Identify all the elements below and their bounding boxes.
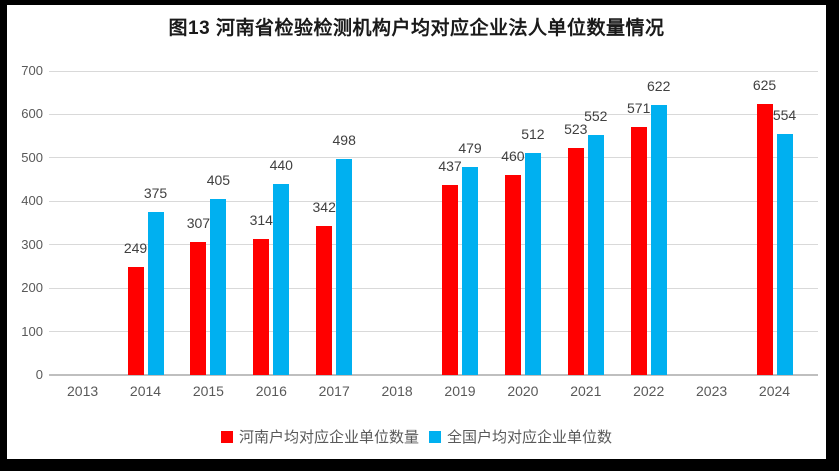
bar-henan xyxy=(504,175,521,375)
legend-item-henan: 河南户均对应企业单位数量 xyxy=(220,426,419,447)
data-label: 249 xyxy=(123,239,148,256)
gridline xyxy=(49,287,818,289)
y-tick-label: 300 xyxy=(21,236,43,252)
gridline xyxy=(49,113,818,115)
data-label: 342 xyxy=(312,199,336,216)
bar-national xyxy=(650,104,667,375)
bar-national xyxy=(147,212,164,375)
bar-henan xyxy=(630,127,647,375)
legend-swatch-icon xyxy=(429,430,441,443)
y-tick-label: 100 xyxy=(21,323,43,339)
legend-swatch-icon xyxy=(220,430,233,443)
legend-label: 全国户均对应企业单位数 xyxy=(447,429,613,446)
x-tick-label: 2024 xyxy=(758,383,791,399)
x-tick-label: 2023 xyxy=(696,383,728,399)
x-tick-label: 2017 xyxy=(318,383,350,399)
y-tick-label: 200 xyxy=(21,280,43,296)
gridline xyxy=(49,70,818,72)
legend-item-national: 全国户均对应企业单位数 xyxy=(429,426,612,447)
gridline xyxy=(49,331,818,333)
bar-national xyxy=(524,152,541,375)
bar-national xyxy=(273,183,290,375)
bar-national xyxy=(210,199,227,375)
bar-henan xyxy=(127,266,144,375)
bar-national xyxy=(462,166,478,375)
data-label: 437 xyxy=(438,158,462,175)
data-label: 622 xyxy=(647,77,671,94)
data-label: 307 xyxy=(186,214,211,231)
y-tick-label: 600 xyxy=(21,106,43,122)
bar-henan xyxy=(190,241,207,375)
bar-henan xyxy=(316,226,333,375)
gridline xyxy=(49,200,818,202)
chart-title: 图13 河南省检验检测机构户均对应企业法人单位数量情况 xyxy=(168,18,665,39)
x-tick-label: 2018 xyxy=(381,383,413,399)
y-tick-label: 0 xyxy=(35,367,43,382)
x-tick-label: 2020 xyxy=(507,383,539,399)
bar-henan xyxy=(756,103,773,375)
legend-label: 河南户均对应企业单位数量 xyxy=(238,429,419,446)
bar-henan xyxy=(253,238,270,375)
y-tick-label: 400 xyxy=(21,193,43,209)
x-tick-label: 2022 xyxy=(633,383,665,399)
data-label: 405 xyxy=(206,172,231,189)
x-tick-label: 2021 xyxy=(570,383,602,399)
data-label: 523 xyxy=(564,120,588,137)
data-label: 440 xyxy=(269,156,293,173)
bar-national xyxy=(587,135,604,375)
data-label: 479 xyxy=(458,139,482,156)
x-axis-line xyxy=(49,374,818,376)
bar-national xyxy=(776,134,793,375)
data-label: 460 xyxy=(501,148,525,165)
gridline xyxy=(49,244,818,246)
data-label: 554 xyxy=(772,107,797,124)
data-label: 625 xyxy=(752,76,777,93)
x-tick-label: 2015 xyxy=(192,383,224,399)
data-label: 375 xyxy=(143,185,168,202)
y-tick-label: 700 xyxy=(21,63,43,78)
bar-henan xyxy=(442,185,458,375)
x-tick-label: 2016 xyxy=(255,383,287,399)
plot-area: 0 100 200 300 400 500 600 700 249 307 314 342 437 460… xyxy=(21,63,818,399)
x-tick-label: 2019 xyxy=(444,383,476,399)
data-label: 512 xyxy=(521,125,545,142)
gridline xyxy=(49,157,818,159)
chart-canvas: 图13 河南省检验检测机构户均对应企业法人单位数量情况 0 100 200 300 40… xyxy=(7,5,826,459)
y-tick-label: 500 xyxy=(21,149,43,165)
bar-henan xyxy=(567,147,584,375)
data-label: 552 xyxy=(584,108,608,125)
x-tick-label: 2013 xyxy=(67,383,99,399)
data-label: 498 xyxy=(332,131,356,148)
x-tick-label: 2014 xyxy=(129,383,162,399)
data-label: 571 xyxy=(627,100,651,117)
legend: 河南户均对应企业单位数量 全国户均对应企业单位数 xyxy=(7,426,826,447)
bar-national xyxy=(336,158,353,375)
data-label: 314 xyxy=(249,211,273,228)
